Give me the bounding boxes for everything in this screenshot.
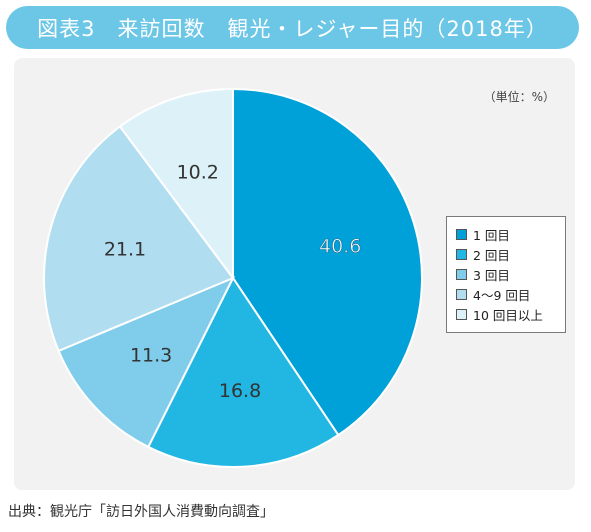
chart-title: 図表3 来訪回数 観光・レジャー目的（2018年） — [37, 16, 548, 41]
legend-item: 3 回目 — [456, 264, 565, 284]
pie-slice-5 — [118, 87, 234, 282]
slice-value-label-4: 21.1 — [104, 238, 146, 260]
slice-value-label-5: 10.2 — [177, 162, 219, 184]
legend-swatch — [456, 248, 467, 260]
legend-label: 3 回目 — [473, 267, 510, 283]
legend-label: 1 回目 — [473, 227, 510, 243]
slice-value-label-2: 16.8 — [219, 380, 261, 402]
legend-item: 2 回目 — [456, 244, 565, 264]
chart-panel: （単位：%） 40.6 16.8 11.3 21.1 10.2 1 回目 2 回目 3 回目… — [14, 58, 575, 490]
slice-value-label-3: 11.3 — [130, 344, 172, 366]
legend-swatch — [456, 228, 467, 240]
legend-label: 4～9 回目 — [473, 287, 531, 303]
legend-swatch — [456, 268, 467, 280]
legend-label: 10 回目以上 — [473, 307, 543, 323]
legend-item: 4～9 回目 — [456, 284, 565, 304]
pie-chart: 40.6 16.8 11.3 21.1 10.2 — [43, 87, 423, 468]
legend-swatch — [456, 308, 467, 320]
legend-label: 2 回目 — [473, 247, 510, 263]
source-note: 出典：観光庁「訪日外国人消費動向調査」 — [8, 504, 274, 520]
pie-slice-4 — [43, 125, 235, 353]
legend: 1 回目 2 回目 3 回目 4～9 回目 10 回目以上 — [446, 216, 566, 333]
legend-swatch — [456, 288, 467, 300]
pie-slice-3 — [57, 276, 236, 449]
title-bar: 図表3 来訪回数 観光・レジャー目的（2018年） — [6, 6, 579, 49]
pie-slice-1 — [232, 87, 423, 437]
legend-item: 10 回目以上 — [456, 304, 565, 324]
slice-value-label-1: 40.6 — [319, 235, 361, 257]
unit-note: （単位：%） — [483, 90, 555, 104]
legend-item: 1 回目 — [456, 224, 565, 244]
pie-slice-2 — [146, 276, 340, 468]
